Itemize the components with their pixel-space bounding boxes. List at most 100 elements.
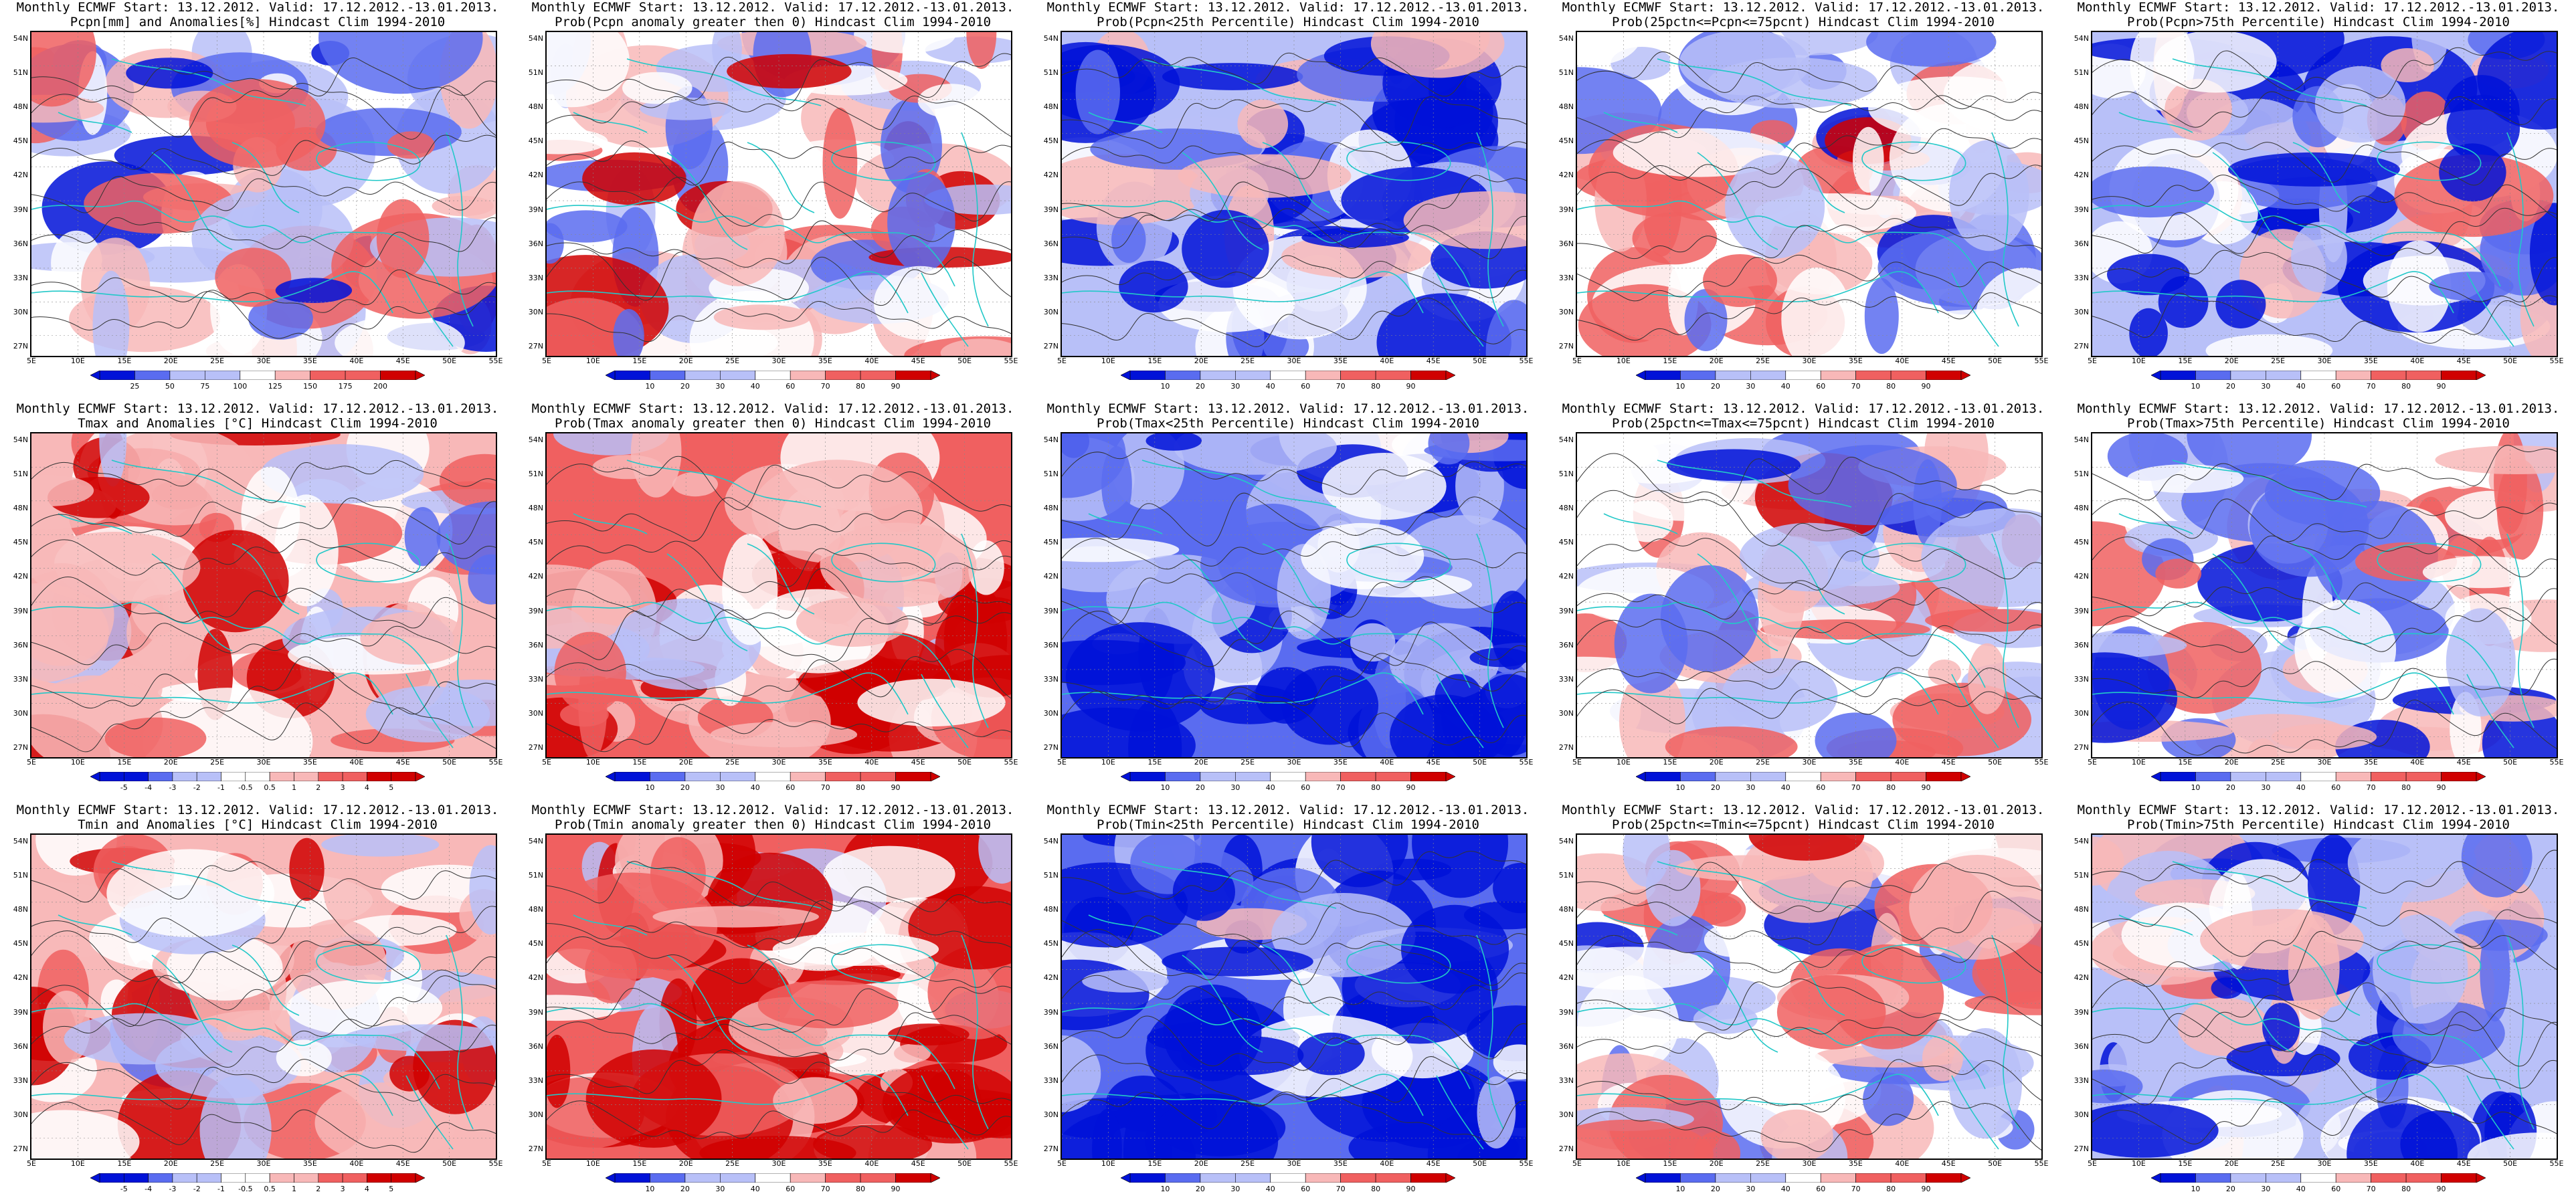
colorbar (2151, 371, 2486, 380)
panel-title-line1: Monthly ECMWF Start: 13.12.2012. Valid: … (1562, 803, 2045, 817)
y-tick-label: 27N (13, 1144, 28, 1153)
y-tick-label: 39N (528, 1007, 543, 1017)
map-area (2091, 833, 2558, 1160)
y-tick-label: 30N (1043, 708, 1059, 718)
x-tick-label: 30E (1287, 357, 1301, 365)
colorbar-label: 3 (340, 783, 345, 792)
y-tick-label: 54N (528, 435, 543, 444)
y-tick-label: 42N (2074, 572, 2089, 581)
x-tick-label: 40E (1895, 1159, 1910, 1168)
y-tick-label: 30N (1043, 307, 1059, 316)
y-tick-label: 54N (1043, 435, 1059, 444)
x-tick-label: 5E (542, 1159, 551, 1168)
map-panel: Monthly ECMWF Start: 13.12.2012. Valid: … (1546, 803, 2061, 1204)
colorbar-label: 20 (2225, 783, 2235, 792)
y-tick-label: 39N (528, 606, 543, 615)
colorbar (90, 1173, 425, 1183)
colorbar-label: 40 (1265, 1185, 1275, 1193)
x-tick-label: 40E (349, 357, 364, 365)
colorbar-label: 10 (645, 382, 655, 391)
y-tick-label: 30N (1558, 708, 1574, 718)
x-tick-label: 35E (2363, 1159, 2378, 1168)
colorbar-label: 10 (1160, 382, 1170, 391)
x-tick-label: 5E (1572, 1159, 1582, 1168)
x-tick-label: 10E (1616, 758, 1631, 767)
panel-title-line2: Prob(Pcpn>75th Percentile) Hindcast Clim… (2127, 15, 2510, 29)
x-tick-label: 15E (1147, 1159, 1162, 1168)
y-tick-label: 33N (13, 273, 28, 282)
x-tick-label: 40E (1895, 357, 1910, 365)
x-tick-label: 35E (302, 357, 317, 365)
y-tick-label: 45N (2074, 939, 2089, 948)
x-tick-label: 45E (1941, 1159, 1956, 1168)
x-tick-label: 10E (585, 758, 600, 767)
x-tick-label: 20E (678, 1159, 693, 1168)
x-tick-label: 40E (349, 758, 364, 767)
y-tick-label: 27N (1558, 743, 1574, 752)
colorbar-label: 20 (680, 783, 690, 792)
x-tick-label: 25E (2271, 1159, 2286, 1168)
x-tick-label: 40E (1380, 357, 1394, 365)
x-tick-label: 15E (1663, 758, 1677, 767)
x-tick-label: 35E (1848, 357, 1863, 365)
colorbar-label: 60 (2331, 1185, 2341, 1193)
colorbar-label: 90 (1921, 382, 1931, 391)
x-tick-label: 45E (911, 357, 925, 365)
colorbar-label: 50 (165, 382, 175, 391)
map-field (1062, 32, 1526, 356)
colorbar-label: 60 (786, 783, 796, 792)
y-tick-label: 33N (1043, 674, 1059, 684)
x-tick-label: 45E (1426, 758, 1441, 767)
x-tick-label: 20E (2224, 1159, 2239, 1168)
map-field (547, 433, 1011, 757)
x-tick-label: 55E (1519, 758, 1534, 767)
colorbar-label: 60 (786, 382, 796, 391)
y-tick-label: 42N (1558, 973, 1574, 983)
x-tick-label: 20E (1194, 357, 1208, 365)
x-tick-label: 30E (256, 1159, 271, 1168)
colorbar-label: 10 (1675, 382, 1685, 391)
panel-title-line2: Prob(Tmax anomaly greater then 0) Hindca… (554, 416, 992, 431)
y-tick-label: 39N (1558, 606, 1574, 615)
colorbar (1636, 772, 1970, 781)
x-tick-label: 35E (1848, 758, 1863, 767)
y-tick-label: 54N (13, 837, 28, 845)
map-panel: Monthly ECMWF Start: 13.12.2012. Valid: … (0, 401, 515, 803)
colorbar-label: 60 (1301, 783, 1311, 792)
y-tick-label: 27N (13, 342, 28, 350)
x-tick-label: 30E (1802, 357, 1817, 365)
colorbar-label: 40 (1780, 783, 1790, 792)
colorbar-label: 20 (1710, 1185, 1720, 1193)
y-tick-label: 48N (1043, 905, 1059, 914)
colorbar-label: 30 (1230, 1185, 1240, 1193)
map-field (547, 32, 1011, 356)
x-tick-label: 55E (2034, 1159, 2049, 1168)
colorbar-label: 175 (338, 382, 353, 391)
colorbar-label: 75 (200, 382, 210, 391)
x-tick-label: 50E (442, 357, 457, 365)
x-tick-label: 10E (1101, 758, 1115, 767)
x-tick-label: 15E (632, 1159, 647, 1168)
panel-title-line1: Monthly ECMWF Start: 13.12.2012. Valid: … (531, 803, 1014, 817)
y-tick-label: 33N (528, 1076, 543, 1085)
x-tick-label: 15E (117, 357, 132, 365)
colorbar-label: -0.5 (238, 1185, 253, 1193)
x-tick-label: 30E (2317, 357, 2332, 365)
colorbar-label: 40 (1780, 382, 1790, 391)
x-tick-label: 55E (1004, 758, 1018, 767)
x-tick-label: 15E (1147, 357, 1162, 365)
y-tick-label: 45N (1558, 939, 1574, 948)
panel-title-line2: Prob(25pctn<=Tmax<=75pcnt) Hindcast Clim… (1612, 416, 1995, 431)
map-field (31, 32, 496, 356)
x-tick-label: 50E (2503, 758, 2518, 767)
x-tick-label: 30E (256, 357, 271, 365)
colorbar-label: 2 (316, 783, 321, 792)
colorbar-label: 30 (1230, 783, 1240, 792)
y-tick-label: 54N (13, 435, 28, 444)
y-tick-label: 39N (1558, 205, 1574, 214)
y-tick-label: 39N (1558, 1007, 1574, 1017)
y-tick-label: 54N (2074, 435, 2089, 444)
map-panel: Monthly ECMWF Start: 13.12.2012. Valid: … (515, 803, 1030, 1204)
colorbar-label: 20 (680, 1185, 690, 1193)
x-tick-label: 50E (957, 758, 972, 767)
